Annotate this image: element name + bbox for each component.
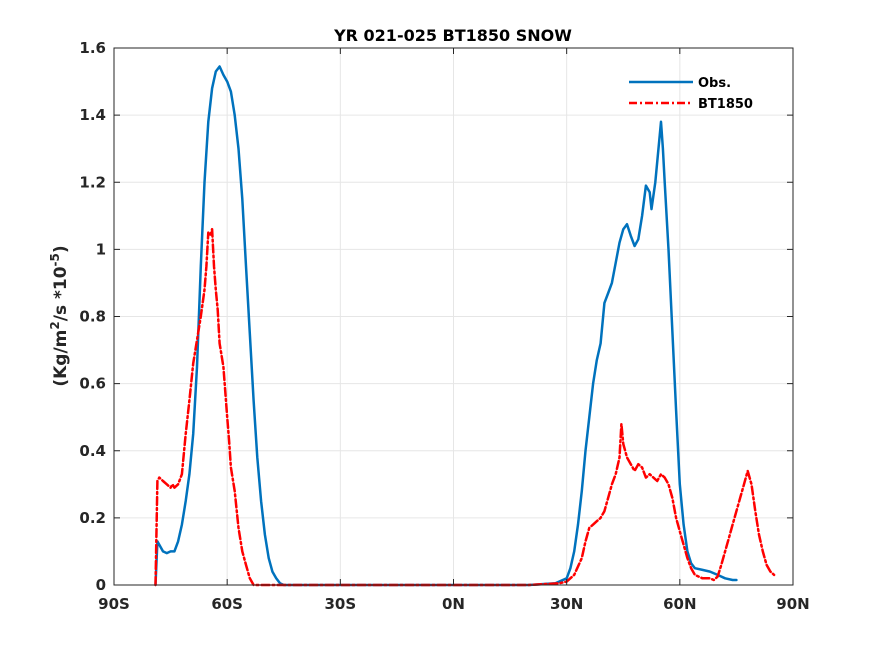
ticks: 90S 60S 30S 0N 30N 60N 90N 0 0.2 0.4 0.6 0.8 1 1.2 1.4…: [79, 39, 809, 613]
legend-label-obs: Obs.: [698, 76, 731, 91]
y-tick-label: 1.4: [79, 106, 106, 124]
series-layer: [154, 65, 776, 587]
x-tick-label: 30N: [550, 595, 583, 613]
chart-title: YR 021-025 BT1850 SNOW: [333, 26, 572, 45]
grid: [114, 48, 793, 585]
x-tick-label: 0N: [442, 595, 465, 613]
y-tick-label: 0.6: [79, 375, 106, 393]
legend: Obs. BT1850: [629, 76, 753, 112]
y-tick-label: 0.2: [79, 509, 106, 527]
series-line-bt1850: [154, 227, 776, 587]
y-tick-label: 1: [96, 240, 106, 258]
y-tick-label: 0.8: [79, 308, 106, 326]
y-tick-label: 1.6: [79, 39, 106, 57]
y-axis-label: (Kg/m2/s *10-5): [48, 245, 71, 386]
legend-label-bt1850: BT1850: [698, 97, 753, 112]
x-tick-label: 90S: [98, 595, 130, 613]
y-tick-label: 0: [96, 576, 106, 594]
x-tick-label: 60S: [211, 595, 243, 613]
x-tick-label: 90N: [776, 595, 809, 613]
x-tick-label: 30S: [324, 595, 356, 613]
y-tick-label: 1.2: [79, 173, 106, 191]
x-tick-label: 60N: [663, 595, 696, 613]
y-tick-label: 0.4: [79, 442, 106, 460]
